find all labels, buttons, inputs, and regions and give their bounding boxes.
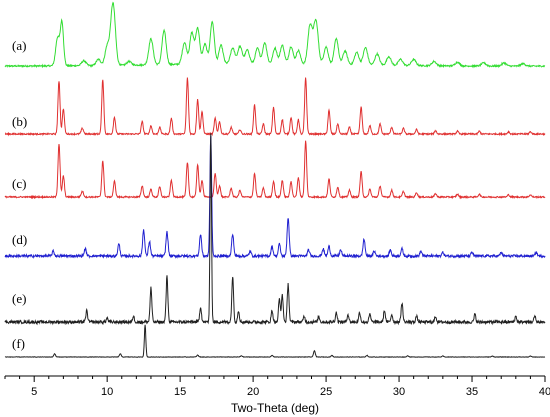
series-line-0 — [4, 1, 546, 69]
x-tick-label: 15 — [174, 386, 186, 398]
series-line-2 — [4, 140, 546, 200]
x-tick-label: 20 — [247, 386, 259, 398]
series-line-3 — [4, 135, 546, 260]
trace-group — [4, 1, 546, 358]
series-line-5 — [4, 324, 546, 358]
series-label-3: (d) — [12, 232, 27, 247]
trace-label-group: (a) (b) (c) (d) (e) (f) — [12, 38, 27, 351]
x-tick-label: 10 — [101, 386, 113, 398]
series-label-0: (a) — [12, 38, 26, 53]
x-tick-label: 30 — [393, 386, 405, 398]
series-line-1 — [4, 77, 546, 137]
x-tick-label: 25 — [320, 386, 332, 398]
series-label-1: (b) — [12, 114, 27, 129]
series-label-4: (e) — [12, 291, 26, 306]
x-tick-label: 40 — [539, 386, 550, 398]
x-axis-ticks: 5 10 15 20 25 30 35 40 — [4, 376, 550, 398]
series-label-5: (f) — [12, 336, 25, 351]
series-line-4 — [4, 133, 546, 326]
series-label-2: (c) — [12, 176, 26, 191]
x-tick-label: 35 — [466, 386, 478, 398]
x-axis-title: Two-Theta (deg) — [231, 401, 319, 415]
x-tick-label: 5 — [31, 386, 37, 398]
